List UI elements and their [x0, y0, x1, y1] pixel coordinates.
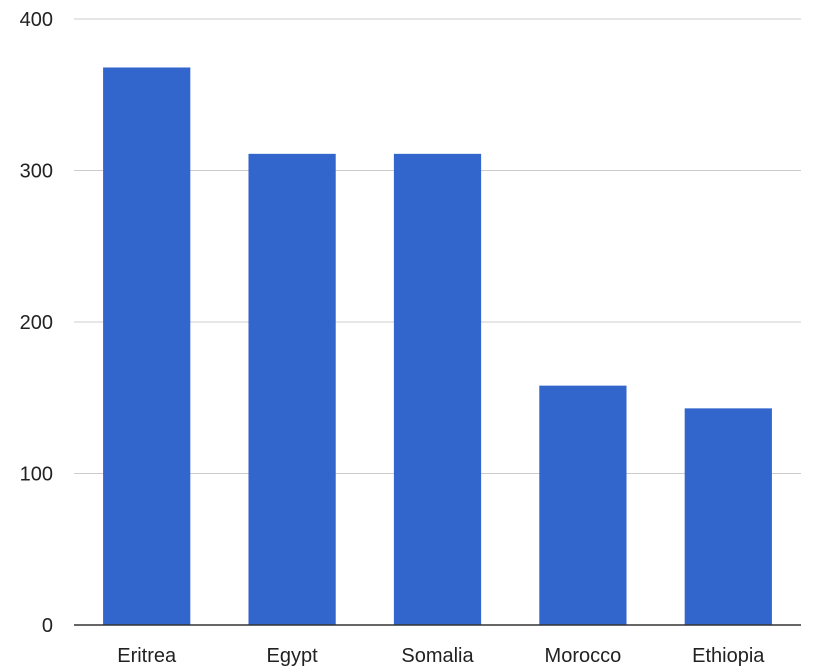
- y-tick-label: 300: [20, 161, 53, 183]
- y-tick-label: 200: [20, 312, 53, 334]
- x-tick-label: Ethiopia: [692, 645, 765, 667]
- bar-ethiopia[interactable]: [684, 408, 772, 625]
- y-tick-label: 100: [20, 464, 53, 486]
- x-axis-tick-labels: Eritrea Egypt Somalia Morocco Ethiopia: [117, 645, 765, 667]
- bar-egypt[interactable]: [248, 153, 336, 625]
- x-tick-label: Eritrea: [117, 645, 177, 667]
- y-tick-label: 400: [20, 9, 53, 31]
- x-tick-label: Morocco: [545, 645, 622, 667]
- bar-eritrea[interactable]: [103, 67, 191, 626]
- y-tick-label: 0: [42, 615, 53, 637]
- x-tick-label: Somalia: [401, 645, 474, 667]
- x-tick-label: Egypt: [267, 645, 319, 667]
- y-axis-tick-labels: 0 100 200 300 400: [20, 9, 53, 637]
- bar-somalia[interactable]: [393, 153, 482, 625]
- bars: [103, 67, 772, 626]
- bar-morocco[interactable]: [539, 385, 627, 625]
